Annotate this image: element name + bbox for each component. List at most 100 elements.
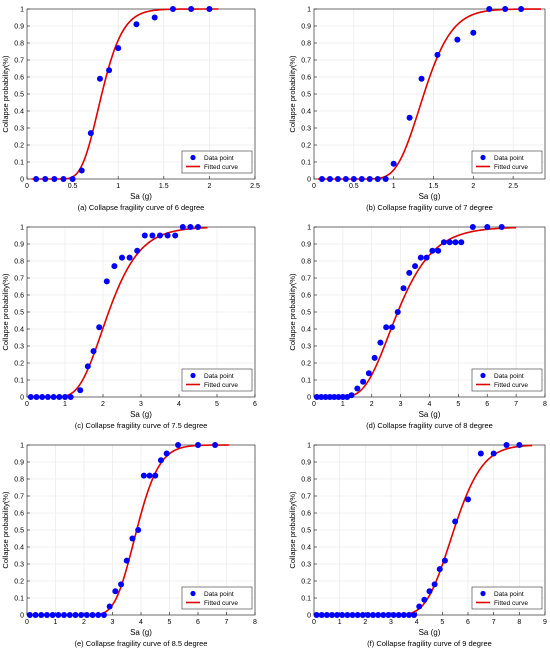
y-tick-label: 1 <box>307 6 311 13</box>
y-axis-label: Collapse probability(%) <box>1 273 10 351</box>
x-tick-label: 6 <box>485 401 489 408</box>
x-tick-label: 0.5 <box>349 183 359 190</box>
data-point <box>484 224 491 230</box>
data-point <box>140 472 147 479</box>
y-tick-label: 0.4 <box>301 544 311 551</box>
fragility-panel: 0 1 2 3 4 5 6 7 8 0 0.1 0.2 0.3 0.4 0.5 0.6 0.7 0.8 0.9 1 Sa… <box>1 442 257 648</box>
y-tick-label: 1 <box>20 224 24 231</box>
legend-marker-data-point <box>480 154 486 161</box>
data-point <box>135 527 142 533</box>
data-point <box>344 612 351 618</box>
data-point <box>371 354 378 361</box>
y-tick-label: 0.4 <box>301 108 311 115</box>
data-point <box>87 130 94 137</box>
data-point <box>60 176 67 182</box>
y-tick-label: 0.3 <box>14 343 24 350</box>
x-tick-label: 1 <box>341 401 345 408</box>
legend-marker-data-point <box>190 154 196 161</box>
data-point <box>103 278 110 285</box>
x-axis-label: Sa (g) <box>130 628 152 637</box>
data-point <box>423 254 430 261</box>
data-point <box>441 557 448 564</box>
y-tick-label: 0 <box>307 612 311 619</box>
data-point <box>440 239 447 246</box>
data-point <box>123 557 130 564</box>
data-point <box>55 612 62 618</box>
panel-caption: (a) Collapse fragility curve of 6 degree <box>78 203 205 212</box>
data-point <box>69 176 76 182</box>
y-tick-label: 0.2 <box>14 578 24 585</box>
y-tick-label: 0.8 <box>14 476 24 483</box>
legend-box <box>181 368 253 392</box>
data-point <box>354 385 361 392</box>
data-point <box>335 394 342 400</box>
y-tick-label: 1 <box>20 442 24 449</box>
y-tick-label: 0.1 <box>301 159 311 166</box>
data-point <box>44 394 51 400</box>
data-point <box>465 496 471 503</box>
data-point <box>339 394 346 400</box>
x-axis-label: Sa (g) <box>130 192 152 201</box>
y-tick-label: 0.8 <box>14 40 24 47</box>
y-tick-label: 0.2 <box>301 142 311 149</box>
data-point <box>318 176 325 182</box>
y-tick-label: 0.6 <box>301 292 311 299</box>
y-tick-label: 0.6 <box>14 292 24 299</box>
data-point <box>62 394 68 400</box>
data-point <box>157 457 164 464</box>
legend-box <box>471 150 543 174</box>
data-point <box>195 224 201 230</box>
x-tick-label: 7 <box>492 619 496 626</box>
data-point <box>96 324 103 331</box>
data-point <box>141 232 148 239</box>
data-point <box>446 239 453 246</box>
x-tick-label: 3 <box>111 619 115 626</box>
y-tick-label: 0 <box>20 394 24 401</box>
data-point <box>38 612 45 618</box>
y-tick-label: 0.3 <box>14 125 24 132</box>
y-tick-label: 0 <box>307 176 311 183</box>
x-axis-label: Sa (g) <box>130 410 152 419</box>
data-point <box>83 612 90 618</box>
y-tick-label: 0.1 <box>14 159 24 166</box>
data-point <box>195 442 201 448</box>
legend-label-fitted-curve: Fitted curve <box>204 164 238 171</box>
x-tick-label: 2.5 <box>250 183 260 190</box>
data-point <box>339 612 346 618</box>
data-point <box>452 518 459 525</box>
data-point <box>118 581 125 588</box>
data-point <box>84 363 91 370</box>
x-tick-label: 2 <box>471 183 475 190</box>
y-tick-label: 0.8 <box>301 476 311 483</box>
data-point <box>435 247 442 254</box>
data-point <box>406 114 413 121</box>
data-point <box>358 176 365 182</box>
legend-label-data-point: Data point <box>494 591 524 598</box>
fragility-panel: 0 1 2 3 4 5 6 7 8 9 0 0.1 0.2 0.3 0.4 0.5 0.6 0.7 0.8 0.9 1 S… <box>288 442 547 648</box>
x-tick-label: 7 <box>225 619 229 626</box>
data-point <box>431 581 438 588</box>
y-tick-label: 0.8 <box>14 258 24 265</box>
y-tick-label: 0.2 <box>301 360 311 367</box>
y-tick-label: 0.2 <box>14 142 24 149</box>
data-point <box>51 176 58 182</box>
data-point <box>370 612 377 618</box>
data-point <box>172 232 179 239</box>
data-point <box>383 324 390 331</box>
x-axis-label: Sa (g) <box>419 628 441 637</box>
x-tick-label: 0 <box>25 401 29 408</box>
x-tick-label: 8 <box>253 619 257 626</box>
legend-label-fitted-curve: Fitted curve <box>494 600 528 607</box>
data-point <box>78 612 85 618</box>
y-tick-label: 0.2 <box>301 578 311 585</box>
data-point <box>33 394 40 400</box>
y-axis-label: Collapse probability(%) <box>288 273 297 351</box>
data-point <box>42 176 49 182</box>
legend-box <box>471 586 543 610</box>
data-point <box>163 450 170 457</box>
x-tick-label: 4 <box>177 401 181 408</box>
data-point <box>366 176 373 182</box>
data-point <box>78 167 85 174</box>
y-tick-label: 0.7 <box>14 493 24 500</box>
data-point <box>349 612 356 618</box>
